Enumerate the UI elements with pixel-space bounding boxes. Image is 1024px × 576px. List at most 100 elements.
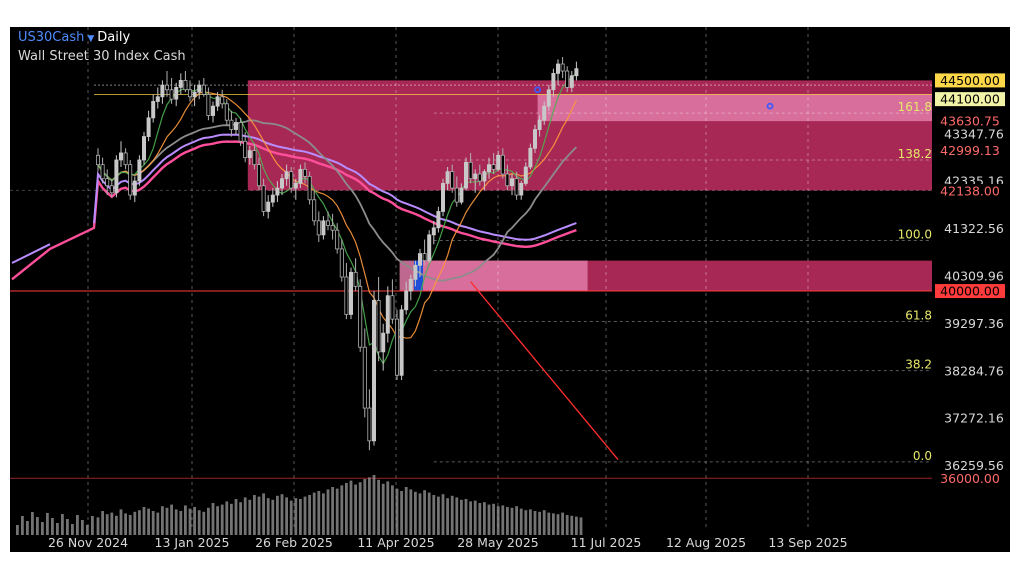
volume-bar <box>441 494 445 535</box>
x-tick-label: 11 Jul 2025 <box>571 535 642 550</box>
candle <box>174 82 179 107</box>
candle-body <box>569 75 574 88</box>
y-tick-label: 37272.16 <box>944 411 1004 426</box>
candle <box>312 190 317 226</box>
candle <box>362 328 367 418</box>
ma-gray-line <box>97 119 578 282</box>
candle <box>224 99 229 125</box>
volume-bar <box>156 512 160 535</box>
candle <box>436 206 441 233</box>
volume-bar <box>409 489 413 535</box>
candle <box>537 115 542 137</box>
candle-body <box>119 152 124 161</box>
candle <box>399 305 404 380</box>
candle <box>169 78 174 104</box>
candle-body <box>390 295 395 320</box>
candle-body <box>537 119 542 130</box>
candle <box>440 178 445 217</box>
candle <box>358 279 363 352</box>
volume-bar <box>51 518 54 535</box>
caret-down-icon[interactable]: ▼ <box>87 34 95 44</box>
volume-bar <box>197 510 201 535</box>
fib-label-3: 61.8 <box>905 308 932 322</box>
candle <box>385 286 390 343</box>
volume-bar <box>271 499 275 535</box>
volume-bar <box>174 509 178 535</box>
candle <box>247 145 252 165</box>
candle <box>229 110 234 137</box>
volume-bar <box>524 510 528 535</box>
candle <box>427 230 432 263</box>
price-tag-label: 42138.00 <box>940 183 1000 198</box>
volume-bar <box>432 495 436 535</box>
volume-bar <box>515 506 518 535</box>
candle-body <box>229 119 234 130</box>
candle <box>468 152 473 184</box>
candle-body <box>362 346 367 409</box>
candle <box>123 148 128 170</box>
y-tick-label: 41322.56 <box>944 221 1004 236</box>
candle-body <box>344 276 349 315</box>
candles <box>96 57 579 451</box>
volume-bar <box>487 504 491 535</box>
candle-body <box>114 159 119 194</box>
volume-bar <box>391 485 394 535</box>
volume-bar <box>556 514 560 535</box>
candle-body <box>565 70 570 88</box>
candle <box>206 87 211 121</box>
x-tick-label: 28 May 2025 <box>457 535 539 550</box>
volume-bar <box>395 488 399 535</box>
candle-body <box>468 161 473 180</box>
candle-body <box>422 253 427 262</box>
volume-bar <box>446 498 449 535</box>
candle-body <box>183 80 188 91</box>
candle <box>215 92 220 111</box>
candle <box>417 248 422 277</box>
candle-body <box>533 129 538 149</box>
candle <box>422 239 427 266</box>
volume-bar <box>519 508 523 535</box>
price-tag-bg <box>935 114 1005 129</box>
grid-lines <box>87 27 932 527</box>
volume-bar <box>61 514 64 535</box>
candle-body <box>394 318 399 376</box>
candle-body <box>201 84 206 95</box>
volume-bar <box>510 507 514 535</box>
volume-bar <box>437 496 440 535</box>
candle <box>96 148 101 172</box>
candle-body <box>445 171 450 184</box>
candle-body <box>482 171 487 182</box>
chart-panel[interactable]: 161.8 138.2 100.0 61.8 38.2 0.0 43347.76 42335… <box>10 27 1010 552</box>
price-tag-bg <box>935 284 1005 299</box>
candle <box>160 80 165 104</box>
volume-bar <box>455 497 459 535</box>
volume-bar <box>276 495 279 535</box>
x-tick-label: 26 Nov 2024 <box>48 535 128 550</box>
candle-body <box>477 173 482 182</box>
candle-body <box>316 220 321 236</box>
volume-bar <box>193 507 196 535</box>
fib-label-1: 138.2 <box>898 147 932 161</box>
candle <box>266 195 271 219</box>
x-tick-label: 13 Sep 2025 <box>768 535 847 550</box>
candle <box>201 78 206 97</box>
volume-bar <box>460 499 463 535</box>
candle <box>187 80 192 102</box>
candle <box>509 174 514 196</box>
candle <box>376 277 381 362</box>
volume-bar <box>345 483 348 535</box>
volume-bar <box>570 515 574 535</box>
candle-body <box>546 89 551 107</box>
symbol-name[interactable]: US30Cash <box>18 30 85 45</box>
volume-bar <box>71 524 74 535</box>
volume-bar <box>184 505 187 535</box>
volume-bar <box>473 500 477 535</box>
candle <box>528 143 533 170</box>
candle <box>105 169 110 196</box>
candle <box>132 176 137 203</box>
candle-body <box>174 87 179 100</box>
candle <box>279 174 284 196</box>
timeframe-label[interactable]: Daily <box>97 30 131 45</box>
y-tick-label: 39297.36 <box>944 316 1004 331</box>
